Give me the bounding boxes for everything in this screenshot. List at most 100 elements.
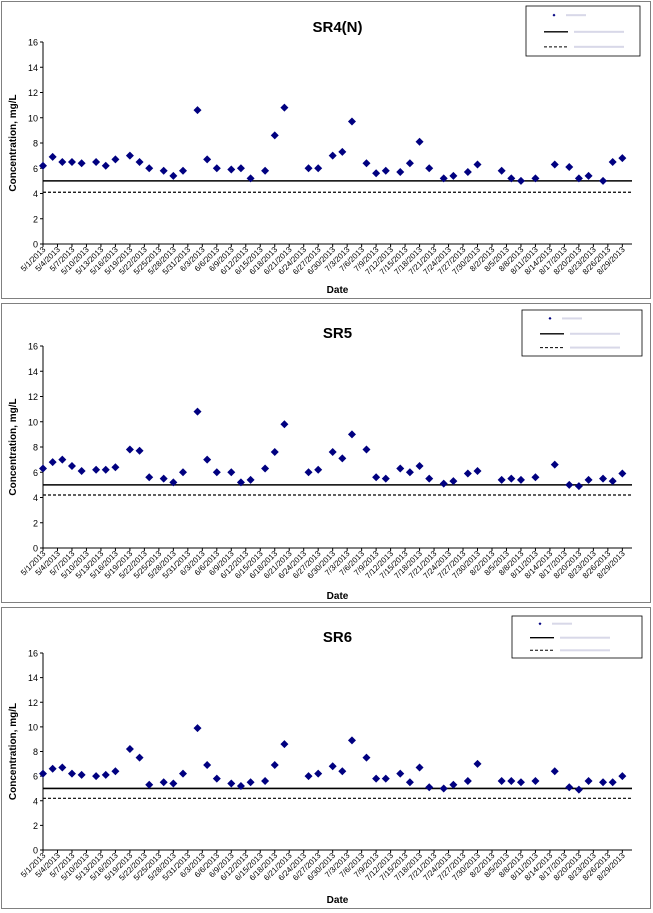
data-point xyxy=(270,761,279,770)
data-point xyxy=(550,767,559,776)
data-point xyxy=(473,759,482,768)
data-point xyxy=(39,464,47,473)
data-point xyxy=(246,475,255,484)
legend-marker xyxy=(538,622,542,626)
data-point xyxy=(145,164,154,173)
data-point xyxy=(618,772,627,781)
data-point xyxy=(362,445,371,454)
data-point xyxy=(227,165,236,174)
legend-text-placeholder xyxy=(566,14,586,17)
data-point xyxy=(565,480,574,489)
data-point xyxy=(212,468,221,477)
data-point xyxy=(179,769,188,778)
y-tick-label: 14 xyxy=(28,673,38,683)
data-point xyxy=(227,779,236,788)
data-point xyxy=(159,166,168,175)
data-point xyxy=(618,469,627,478)
data-point xyxy=(608,477,617,486)
data-point xyxy=(101,161,110,170)
data-point xyxy=(193,106,202,115)
chart-panel-sr4n: SR4(N) Concentration, mg/L 0 2 4 6 8 10 12 14 16 5/… xyxy=(1,1,651,299)
data-point xyxy=(463,469,472,478)
y-tick-label: 6 xyxy=(33,468,38,478)
data-point xyxy=(111,767,120,776)
data-point xyxy=(463,168,472,177)
data-point xyxy=(516,778,525,787)
data-point xyxy=(203,455,212,464)
data-point xyxy=(531,777,540,786)
data-point xyxy=(328,151,337,160)
y-tick-label: 0 xyxy=(33,846,38,856)
y-tick-label: 0 xyxy=(33,240,38,250)
data-point xyxy=(111,155,120,164)
data-point xyxy=(405,159,414,168)
data-point xyxy=(599,474,608,483)
data-point xyxy=(58,455,67,464)
data-point xyxy=(584,777,593,786)
data-point xyxy=(574,482,583,491)
data-point xyxy=(227,468,236,477)
y-axis-label: Concentration, mg/L xyxy=(8,398,19,495)
data-point xyxy=(425,164,434,173)
data-point xyxy=(58,763,67,772)
y-tick-label: 16 xyxy=(28,38,38,48)
data-point xyxy=(338,454,347,463)
x-axis-label: Date xyxy=(327,591,349,602)
data-point xyxy=(179,468,188,477)
data-point xyxy=(67,461,76,470)
y-tick-label: 12 xyxy=(28,88,38,98)
y-axis-label: Concentration, mg/L xyxy=(8,94,19,191)
data-point xyxy=(463,777,472,786)
data-point xyxy=(338,767,347,776)
data-point xyxy=(497,475,506,484)
data-point xyxy=(550,460,559,469)
y-axis-label: Concentration, mg/L xyxy=(8,703,19,800)
data-point xyxy=(497,777,506,786)
data-point xyxy=(507,474,516,483)
data-point xyxy=(381,774,390,783)
data-point xyxy=(507,777,516,786)
data-point xyxy=(372,774,381,783)
data-point xyxy=(507,174,516,183)
data-point xyxy=(328,762,337,771)
data-point xyxy=(125,745,134,754)
x-axis-label: Date xyxy=(327,285,349,296)
data-point xyxy=(618,154,627,163)
data-point xyxy=(92,465,101,474)
data-point xyxy=(246,778,255,787)
data-point xyxy=(608,778,617,787)
data-point xyxy=(145,780,154,789)
data-point xyxy=(236,478,245,487)
y-tick-label: 4 xyxy=(33,796,38,806)
data-point xyxy=(439,479,448,488)
data-point xyxy=(246,174,255,183)
data-point xyxy=(449,171,458,180)
legend-text-placeholder xyxy=(562,317,582,320)
data-point xyxy=(396,168,405,177)
data-point xyxy=(236,164,245,173)
data-point xyxy=(48,152,57,161)
data-point xyxy=(405,778,414,787)
data-point xyxy=(415,763,424,772)
data-point xyxy=(473,160,482,169)
data-point xyxy=(193,724,202,733)
data-point xyxy=(67,769,76,778)
data-point xyxy=(48,458,57,467)
data-point xyxy=(531,174,540,183)
chart-sr4n: SR4(N)Concentration, mg/L02468101214165/… xyxy=(8,5,641,296)
y-tick-label: 14 xyxy=(28,367,38,377)
data-point xyxy=(314,164,323,173)
data-point xyxy=(372,169,381,178)
data-point xyxy=(415,137,424,146)
data-point xyxy=(169,779,178,788)
data-point xyxy=(280,103,289,112)
data-point xyxy=(516,475,525,484)
y-tick-label: 12 xyxy=(28,392,38,402)
y-tick-label: 8 xyxy=(33,139,38,149)
legend-text-placeholder xyxy=(574,45,624,48)
data-point xyxy=(304,164,313,173)
y-tick-label: 12 xyxy=(28,698,38,708)
data-point xyxy=(261,166,270,175)
chart-title: SR4(N) xyxy=(312,19,362,36)
